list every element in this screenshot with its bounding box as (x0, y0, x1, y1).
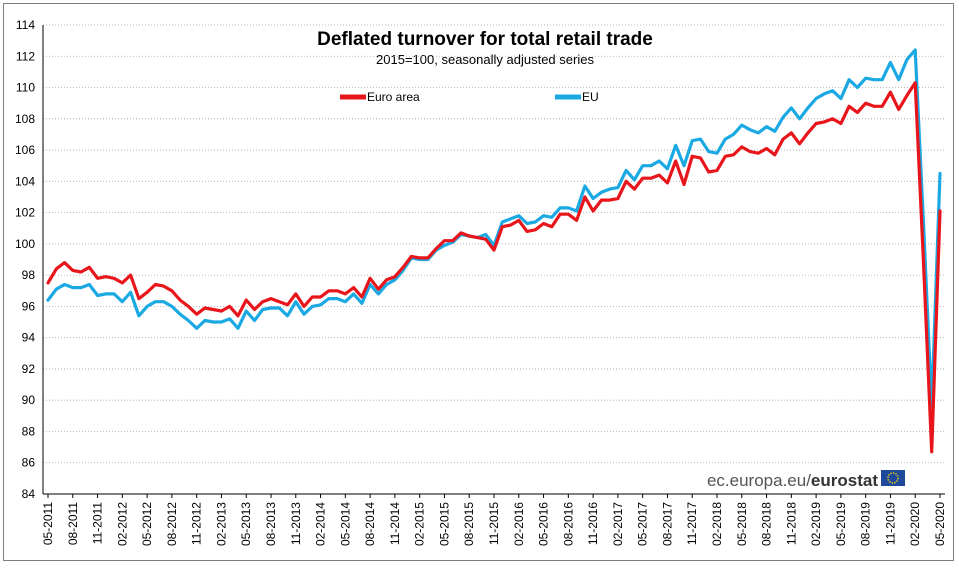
x-tick-label: 08-2011 (66, 502, 80, 545)
x-tick-label: 11-2015 (487, 502, 501, 545)
x-tick-label: 08-2014 (363, 502, 377, 546)
legend-label-eu: EU (582, 90, 599, 104)
grid-lines (43, 24, 945, 464)
x-tick-label: 02-2012 (115, 502, 129, 546)
y-tick-label: 84 (22, 487, 36, 501)
y-tick-label: 100 (15, 237, 35, 251)
credit-brand: eurostat (811, 471, 878, 490)
series-line-euro-area (46, 81, 942, 454)
y-tick-label: 90 (22, 393, 36, 407)
y-tick-label: 88 (22, 424, 36, 438)
y-tick-label: 114 (16, 18, 35, 32)
x-tick-label: 08-2017 (660, 502, 674, 546)
x-tick-label: 11-2018 (784, 502, 798, 545)
x-tick-label: 11-2011 (91, 502, 105, 545)
x-tick-label: 02-2018 (710, 502, 724, 546)
x-tick-label: 05-2020 (933, 502, 947, 546)
x-tick-label: 08-2015 (462, 502, 476, 546)
legend: Euro area EU (340, 90, 599, 104)
legend-label-euro-area: Euro area (367, 90, 420, 104)
x-tick-label: 11-2012 (190, 502, 204, 545)
x-tick-label: 05-2017 (636, 502, 650, 546)
eu-flag-icon (881, 470, 905, 486)
y-tick-label: 102 (15, 206, 35, 220)
x-tick-label: 02-2019 (809, 502, 823, 546)
credit-domain: ec.europa.eu/ (707, 471, 811, 490)
x-tick-label: 02-2014 (314, 502, 328, 546)
chart-frame (3, 3, 954, 561)
x-tick-label: 05-2011 (41, 502, 55, 545)
y-tick-label: 104 (15, 174, 35, 188)
y-tick-label: 98 (22, 268, 36, 282)
x-tick-label: 02-2017 (611, 502, 625, 546)
x-tick-label: 05-2015 (437, 502, 451, 546)
eurostat-credit: ec.europa.eu/eurostat (707, 470, 905, 490)
x-tick-label: 02-2013 (214, 502, 228, 546)
x-tick-label: 02-2015 (413, 502, 427, 546)
x-tick-label: 11-2017 (685, 502, 699, 545)
x-tick-label: 05-2018 (735, 502, 749, 546)
y-tick-label: 112 (16, 49, 35, 63)
y-tick-label: 110 (16, 81, 35, 95)
y-tick-label: 108 (15, 112, 35, 126)
x-tick-label: 05-2016 (537, 502, 551, 546)
x-tick-label: 11-2019 (883, 502, 897, 545)
x-tick-label: 02-2016 (512, 502, 526, 546)
x-tick-label: 11-2014 (388, 502, 402, 545)
x-tick-label: 08-2012 (165, 502, 179, 546)
x-tick-label: 05-2012 (140, 502, 154, 546)
x-tick-label: 02-2020 (908, 502, 922, 546)
y-axis: 84 86 88 90 92 94 96 98 100 102 104 106 108 110 112 114 (15, 18, 44, 501)
x-tick-label: 05-2014 (338, 502, 352, 546)
x-tick-label: 08-2016 (561, 502, 575, 546)
x-tick-label: 08-2018 (760, 502, 774, 546)
credit-text: ec.europa.eu/eurostat (707, 471, 878, 490)
y-tick-label: 94 (22, 331, 36, 345)
chart-subtitle: 2015=100, seasonally adjusted series (376, 52, 594, 67)
series-lines (46, 48, 942, 454)
x-axis: 05-2011 08-2011 11-2011 02-2012 05-2012 08-20… (41, 493, 947, 546)
x-tick-label: 05-2013 (239, 502, 253, 546)
x-tick-label: 05-2019 (834, 502, 848, 546)
series-line-eu (46, 48, 942, 409)
y-tick-label: 86 (22, 456, 36, 470)
x-tick-label: 11-2016 (586, 502, 600, 545)
x-tick-label: 08-2019 (859, 502, 873, 546)
y-tick-label: 92 (22, 362, 36, 376)
y-tick-label: 96 (22, 299, 36, 313)
x-tick-label: 08-2013 (264, 502, 278, 546)
y-tick-label: 106 (15, 143, 35, 157)
x-tick-label: 11-2013 (289, 502, 303, 545)
chart-title: Deflated turnover for total retail trade (317, 29, 653, 50)
